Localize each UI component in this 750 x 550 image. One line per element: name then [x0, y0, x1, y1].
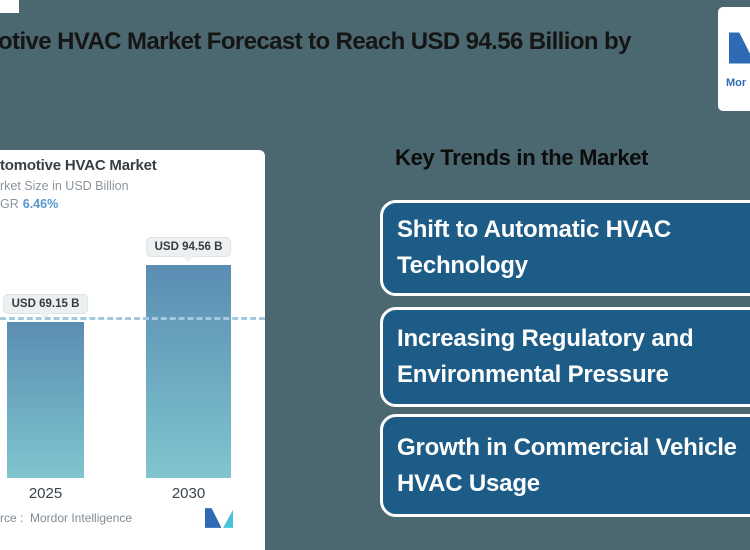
chart-cagr-line: GR 6.46% — [0, 197, 58, 211]
trend-card-line: Growth in Commercial Vehicle — [397, 433, 737, 461]
chart-subtitle: rket Size in USD Billion — [0, 179, 129, 193]
cagr-label: GR — [0, 197, 19, 211]
trend-card: Increasing Regulatory and Environmental … — [380, 307, 750, 407]
axis-label-2030: 2030 — [171, 485, 206, 502]
crop-corner-artifact — [0, 0, 19, 13]
cagr-value: 6.46% — [22, 197, 59, 211]
brand-logo-box: Mor — [718, 7, 750, 111]
trend-card-line: Increasing Regulatory and — [397, 325, 694, 352]
bar-value-label-2030: USD 94.56 B — [145, 237, 232, 257]
mordor-logo-icon — [729, 32, 750, 64]
bar-group-2025: USD 69.15 B 2025 — [2, 294, 89, 502]
trend-card-line: Shift to Automatic HVAC — [397, 216, 672, 243]
page-title: otive HVAC Market Forecast to Reach USD … — [0, 28, 631, 55]
trend-card: Shift to Automatic HVAC Technology — [380, 200, 750, 296]
chart-title: tomotive HVAC Market — [0, 157, 157, 174]
brand-logo-word: Mor — [726, 77, 747, 89]
bar-2025 — [7, 322, 84, 478]
key-trends-heading: Key Trends in the Market — [395, 145, 649, 170]
trend-card-line: Technology — [397, 252, 528, 279]
source-text: rce : Mordor Intelligence — [0, 511, 133, 525]
axis-label-2025: 2025 — [28, 485, 63, 502]
source-row: rce : Mordor Intelligence — [0, 506, 233, 530]
trend-card-line: HVAC Usage — [397, 469, 540, 497]
trend-card: Growth in Commercial Vehicle HVAC Usage — [380, 414, 750, 517]
mordor-logo-icon — [205, 508, 233, 528]
bar-2030 — [146, 265, 231, 478]
bar-group-2030: USD 94.56 B 2030 — [145, 237, 232, 502]
bar-value-label-2025: USD 69.15 B — [2, 294, 89, 314]
market-chart-panel: tomotive HVAC Market rket Size in USD Bi… — [0, 150, 265, 550]
trend-card-line: Environmental Pressure — [397, 361, 669, 388]
reference-dashed-line — [0, 317, 265, 320]
